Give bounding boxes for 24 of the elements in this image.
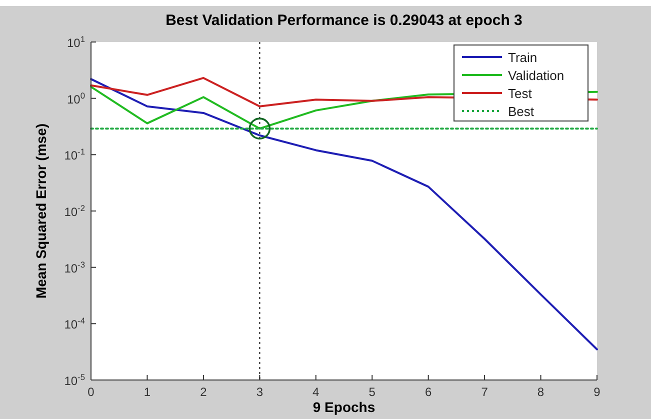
x-tick-label: 8 xyxy=(537,385,544,399)
legend-label: Validation xyxy=(508,68,564,83)
legend-label: Test xyxy=(508,86,532,101)
x-tick-label: 7 xyxy=(481,385,488,399)
x-tick-label: 1 xyxy=(144,385,151,399)
x-tick-label: 0 xyxy=(88,385,95,399)
x-axis-title: 9 Epochs xyxy=(312,399,376,415)
legend-label: Best xyxy=(508,104,534,119)
x-tick-label: 4 xyxy=(312,385,320,399)
legend-label: Train xyxy=(508,50,538,65)
x-tick-label: 3 xyxy=(256,385,264,399)
y-tick-label: 10$^{-1}$ xyxy=(64,146,86,163)
y-tick-label: 10$^{-2}$ xyxy=(64,203,86,219)
x-tick-label: 2 xyxy=(200,385,208,399)
chart-title: Best Validation Performance is 0.29043 at epoch 3 xyxy=(166,12,522,29)
y-tick-label: 10$^{-4}$ xyxy=(64,316,86,332)
y-tick-label: 10$^{-5}$ xyxy=(64,372,86,388)
y-axis-title: Mean Squared Error (mse) xyxy=(33,123,49,299)
y-tick-label: 10$^{0}$ xyxy=(66,90,86,106)
y-tick-label: 10$^{1}$ xyxy=(66,34,86,50)
x-tick-label: 5 xyxy=(368,385,376,399)
y-tick-label: 10$^{-3}$ xyxy=(64,259,86,276)
x-tick-label: 9 xyxy=(594,385,601,399)
x-tick-label: 6 xyxy=(424,385,432,399)
